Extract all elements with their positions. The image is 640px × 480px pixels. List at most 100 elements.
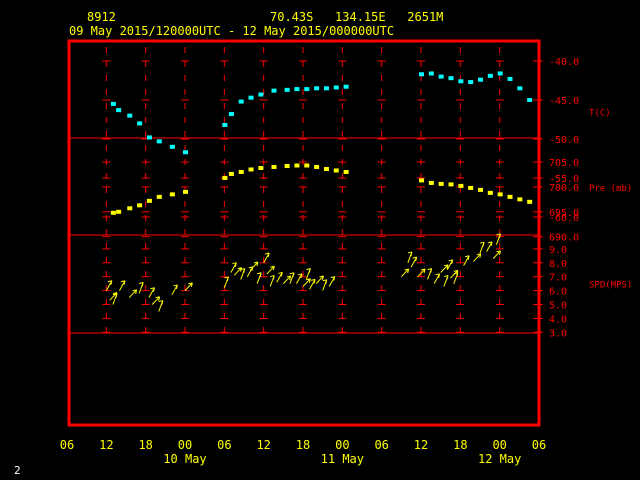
- pressure-point: [497, 192, 503, 197]
- wind-arrow-head: [479, 241, 485, 244]
- wind-arrow-head: [333, 276, 336, 281]
- wind-arrow-head: [410, 251, 413, 257]
- wind-arrow-head: [175, 284, 178, 290]
- y-axis-label: T(C): [589, 109, 611, 119]
- wind-arrow-head: [253, 261, 259, 264]
- wind-arrow: [282, 275, 292, 284]
- x-tick-label: 18: [296, 438, 310, 452]
- x-tick-label: 00: [492, 438, 506, 452]
- temperature-point: [169, 144, 175, 149]
- wind-arrow: [315, 275, 324, 284]
- pressure-point: [271, 164, 277, 169]
- y-tick-label: -40.0: [549, 57, 579, 68]
- wind-arrow-head: [161, 300, 164, 305]
- wind-arrow: [400, 268, 410, 278]
- wind-arrow-head: [308, 268, 311, 273]
- temperature-point: [478, 77, 483, 82]
- pressure-point: [110, 210, 116, 215]
- temperature-point: [258, 92, 264, 97]
- wind-arrow-head: [415, 257, 418, 262]
- temperature-point: [156, 139, 162, 144]
- y-tick-label: 5.0: [549, 301, 567, 312]
- wind-arrow-head: [464, 255, 470, 258]
- temperature-point: [127, 113, 133, 118]
- x-tick-label: 12: [414, 438, 428, 452]
- x-day-label: 10 May: [163, 452, 206, 466]
- pressure-point: [169, 192, 175, 197]
- wind-arrow-head: [259, 272, 262, 277]
- wind-arrow: [128, 289, 137, 298]
- pressure-point: [238, 169, 244, 174]
- wind-arrow: [450, 270, 459, 279]
- wind-arrow-head: [132, 289, 137, 292]
- wind-arrow-head: [289, 275, 292, 281]
- wind-arrow-head: [267, 252, 270, 258]
- temperature-point: [343, 84, 349, 89]
- wind-arrow-head: [430, 268, 433, 273]
- wind-arrow: [302, 278, 311, 287]
- pressure-point: [258, 165, 264, 170]
- wind-arrow: [233, 267, 242, 276]
- wind-arrow-head: [232, 262, 237, 265]
- pressure-point: [507, 194, 513, 199]
- temperature-point: [304, 87, 310, 92]
- y-tick-label: 6.0: [549, 287, 567, 298]
- wind-arrow-head: [257, 272, 262, 275]
- wind-arrow-head: [435, 273, 440, 276]
- temperature-point: [527, 98, 533, 102]
- pressure-point: [294, 163, 300, 168]
- wind-arrow: [473, 253, 482, 262]
- temperature-point: [428, 71, 434, 76]
- wind-arrow-head: [498, 233, 501, 238]
- wind-arrow-head: [313, 279, 316, 284]
- y-tick-label: 8.0: [549, 259, 567, 270]
- x-tick-label: 06: [217, 438, 231, 452]
- pressure-point: [146, 198, 152, 203]
- wind-arrow-head: [115, 293, 118, 298]
- pressure-point: [127, 206, 133, 211]
- y-tick-label: 7.0: [549, 273, 567, 284]
- temperature-point: [487, 73, 493, 78]
- temperature-point: [183, 150, 188, 155]
- wind-arrow-head: [243, 268, 246, 273]
- plot-layer: -40.0 -45.0 -50.0 -55.0 -60.0 T(C) 705.0 700.0 6…: [60, 39, 632, 466]
- wind-arrow-head: [112, 293, 118, 296]
- temperature-point: [271, 88, 277, 93]
- temperature-point: [110, 101, 116, 106]
- y-tick-label: 700.0: [549, 183, 579, 194]
- y-tick-label: 695.0: [549, 208, 579, 219]
- wind-arrow-head: [446, 264, 449, 269]
- wind-arrow-head: [443, 275, 449, 278]
- pressure-point: [438, 181, 444, 186]
- temperature-point: [116, 108, 122, 113]
- wind-arrow-head: [451, 259, 454, 265]
- wind-arrow-head: [308, 278, 311, 283]
- wind-arrow-head: [240, 268, 245, 271]
- pressure-point: [428, 180, 434, 185]
- pressure-point: [156, 194, 162, 199]
- pressure-point: [248, 167, 254, 172]
- wind-arrow-head: [256, 261, 259, 267]
- wind-arrow-head: [404, 268, 409, 271]
- y-tick-label: 3.0: [549, 328, 567, 339]
- wind-arrow-head: [286, 275, 291, 278]
- temperature-point: [419, 72, 424, 77]
- plot-frame: [67, 39, 541, 427]
- wind-arrow-head: [173, 284, 178, 287]
- wind-arrow-head: [158, 300, 163, 303]
- wind-arrow-head: [407, 268, 410, 274]
- temperature-point: [248, 95, 254, 100]
- y-tick-label: -45.0: [549, 96, 579, 107]
- x-tick-label: 06: [60, 438, 74, 452]
- pressure-point: [448, 182, 454, 187]
- temperature-point: [468, 80, 474, 85]
- wind-arrow-head: [272, 275, 275, 280]
- wind-arrow-head: [482, 242, 485, 247]
- pressure-point: [333, 168, 339, 173]
- wind-arrow: [250, 261, 259, 271]
- pressure-point: [517, 197, 523, 202]
- temperature-point: [517, 86, 523, 91]
- temperature-point: [507, 76, 513, 81]
- x-tick-label: 12: [99, 438, 113, 452]
